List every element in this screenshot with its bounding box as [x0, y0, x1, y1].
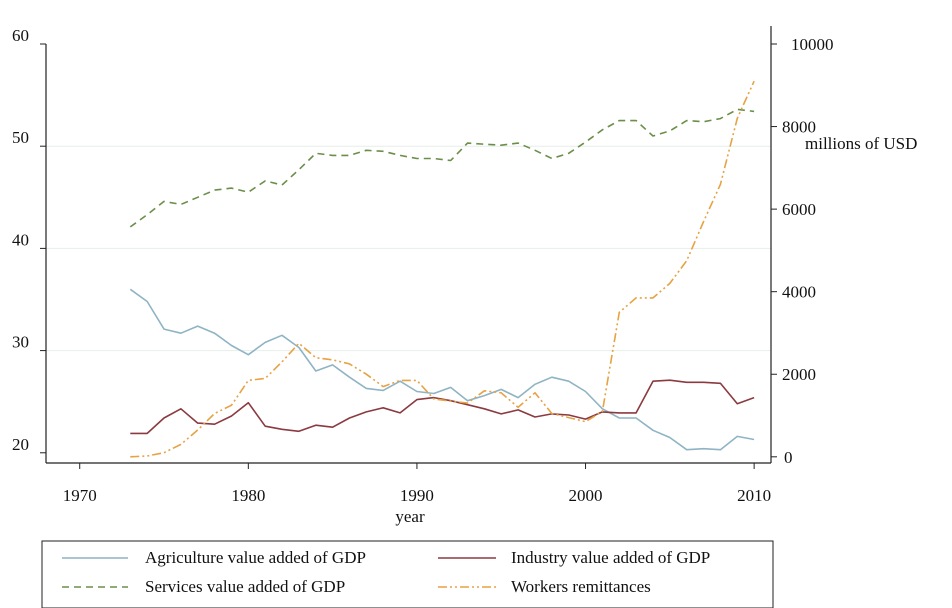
series-line — [129, 288, 755, 451]
right-tick-label: 4000 — [782, 283, 816, 302]
x-tick-label: 1980 — [231, 486, 265, 505]
right-tick-label: 2000 — [782, 365, 816, 384]
legend-label: Agriculture value added of GDP — [145, 548, 366, 567]
series-line — [130, 80, 755, 458]
right-tick-label: 10000 — [791, 35, 834, 54]
left-tick-label: 60 — [12, 26, 29, 45]
x-axis-label: year — [395, 507, 425, 526]
gridlines — [46, 145, 771, 352]
y2-axis-label: millions of USD — [805, 134, 917, 153]
x-tick-label: 2010 — [737, 486, 771, 505]
series-line — [130, 379, 755, 435]
series-lines — [129, 80, 755, 458]
x-ticks: 1970 1980 1990 2000 2010 — [63, 463, 771, 505]
left-y-ticks: 20 30 40 50 60 — [12, 26, 46, 454]
x-tick-label: 1970 — [63, 486, 97, 505]
left-tick-label: 40 — [12, 230, 29, 249]
right-tick-label: 0 — [784, 448, 793, 467]
legend-label: Industry value added of GDP — [511, 548, 710, 567]
x-tick-label: 2000 — [569, 486, 603, 505]
legend-label: Services value added of GDP — [145, 577, 345, 596]
legend: Agriculture value added of GDP Industry v… — [41, 540, 774, 608]
legend-label: Workers remittances — [511, 577, 651, 596]
left-tick-label: 30 — [12, 333, 29, 352]
left-tick-label: 20 — [12, 435, 29, 454]
x-tick-label: 1990 — [400, 486, 434, 505]
legend-box — [41, 540, 774, 608]
right-y-ticks: 0 2000 4000 6000 8000 10000 — [771, 35, 834, 467]
series-line — [129, 108, 755, 228]
right-tick-label: 8000 — [782, 118, 816, 137]
right-tick-label: 6000 — [782, 200, 816, 219]
left-tick-label: 50 — [12, 128, 29, 147]
axes — [45, 26, 772, 464]
